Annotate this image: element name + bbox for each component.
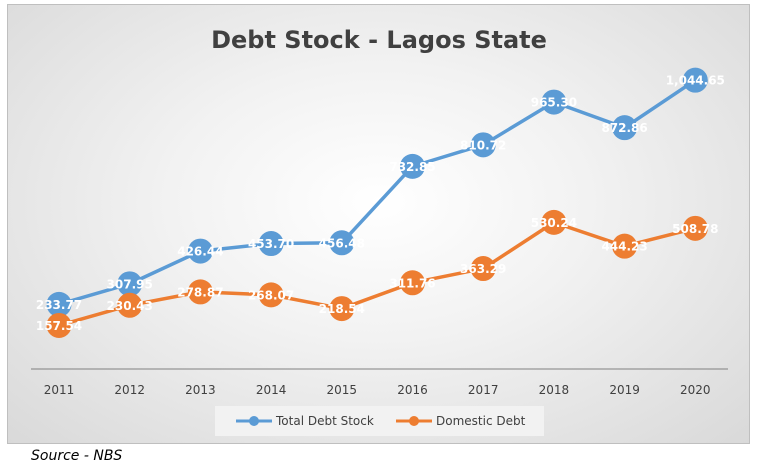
point-domestic-2016 [400,270,425,296]
point-total-2014 [258,231,284,257]
point-domestic-2019 [612,233,638,259]
data-label-total-2015: 456.48 [319,236,365,250]
x-tick-2011: 2011 [44,383,75,397]
point-total-2019 [612,115,638,141]
legend-label-domestic: Domestic Debt [436,414,526,428]
point-domestic-2017 [470,256,496,282]
chart-title: Debt Stock - Lagos State [211,26,547,54]
point-total-2015 [329,230,355,256]
x-tick-2013: 2013 [185,383,216,397]
x-tick-2016: 2016 [397,383,428,397]
series-line-domestic [57,220,698,328]
legend-marker-domestic [409,416,419,426]
data-label-domestic-2014: 268.07 [248,288,294,302]
point-domestic-2015 [329,296,355,322]
data-label-total-2019: 872.86 [601,121,647,135]
legend-marker-total [249,416,259,426]
x-tick-labels: 2011 2012 2013 2014 2015 2016 2017 2018 2019 2020 [44,383,711,397]
x-tick-2020: 2020 [680,383,711,397]
series-layer [46,67,708,338]
source-note: Source - NBS [31,448,123,464]
data-label-domestic-2018: 530.24 [531,216,577,230]
data-label-total-2018: 965.30 [531,96,577,110]
data-label-domestic-2016: 311.76 [389,276,435,290]
data-label-domestic-2013: 278.87 [177,285,223,299]
data-label-total-2013: 426.44 [177,245,223,259]
chart-svg: Debt Stock - Lagos State 2011 2012 2013 201… [31,26,728,436]
x-tick-2012: 2012 [114,383,145,397]
chart-area: Debt Stock - Lagos State 2011 2012 2013 201… [7,4,750,444]
point-total-2013 [187,238,213,264]
point-domestic-2020 [682,215,708,241]
data-label-domestic-2015: 218.54 [319,302,365,316]
point-total-2011 [46,291,72,317]
data-label-domestic-2017: 363.29 [460,262,506,276]
x-tick-2017: 2017 [468,383,499,397]
point-total-2020 [682,67,708,93]
data-label-domestic-2019: 444.23 [601,240,647,254]
point-domestic-2012 [117,292,143,318]
point-domestic-2018 [541,209,567,235]
data-labels: 233.77 307.95 426.44 453.70 456.48 732.85 810.… [36,74,725,333]
data-label-total-2016: 732.85 [389,160,435,174]
data-label-total-2011: 233.77 [36,298,82,312]
point-domestic-2011 [46,312,72,338]
data-label-domestic-2020: 508.78 [672,222,718,236]
data-label-domestic-2012: 230.43 [107,299,153,313]
data-label-total-2014: 453.70 [248,237,294,251]
legend: Total Debt Stock Domestic Debt [215,406,544,436]
point-total-2012 [117,271,143,297]
x-tick-2015: 2015 [327,383,358,397]
data-label-total-2020: 1,044.65 [666,74,725,88]
data-label-total-2012: 307.95 [107,277,153,291]
point-domestic-2013 [187,279,213,305]
point-domestic-2014 [258,282,284,308]
x-tick-2019: 2019 [609,383,640,397]
data-label-domestic-2011: 157.54 [36,319,82,333]
legend-label-total: Total Debt Stock [275,414,374,428]
point-total-2018 [541,89,567,115]
series-line-total [57,78,698,307]
point-total-2017 [470,132,496,158]
x-tick-2018: 2018 [539,383,570,397]
point-total-2016 [400,153,425,179]
x-tick-2014: 2014 [256,383,287,397]
data-label-total-2017: 810.72 [460,138,506,152]
